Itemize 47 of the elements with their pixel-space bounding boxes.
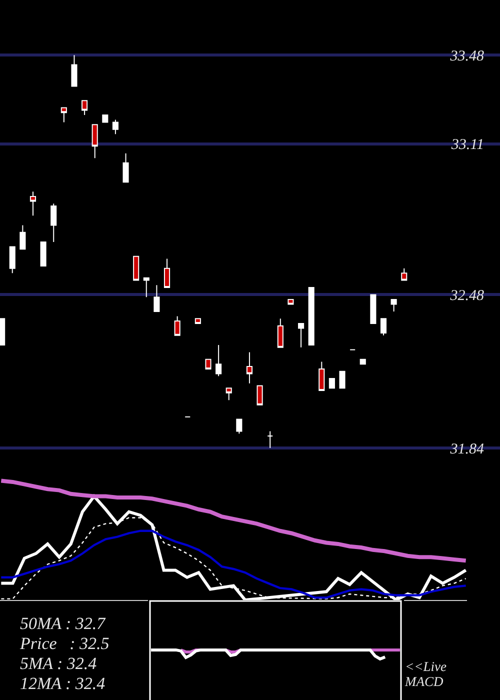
candlestick	[288, 298, 294, 305]
candlestick	[92, 124, 98, 159]
candlestick	[9, 246, 16, 274]
candlestick	[380, 318, 387, 336]
candlestick	[71, 54, 78, 87]
candlestick	[40, 241, 46, 266]
candlestick	[401, 268, 408, 281]
candlestick	[308, 287, 314, 346]
candlestick	[318, 361, 325, 392]
text: 5MA : 32.4	[20, 654, 97, 673]
candlestick	[164, 258, 170, 288]
candlestick	[133, 256, 140, 281]
candlestick	[205, 358, 212, 370]
candlestick	[0, 318, 6, 346]
text: 12MA : 32.4	[20, 674, 106, 693]
candlestick	[112, 119, 118, 135]
candlestick	[122, 152, 129, 183]
candlestick	[246, 352, 253, 384]
candlestick	[328, 378, 335, 389]
candlestick	[256, 385, 263, 406]
candlestick	[236, 418, 242, 434]
text: <<Live MACD	[405, 659, 447, 689]
candlestick	[216, 344, 222, 377]
candlestick	[143, 277, 150, 298]
candlestick	[360, 358, 366, 365]
text: Price : 32.5	[20, 634, 110, 653]
y-tick-label: 33.11	[450, 137, 484, 153]
candlestick	[226, 388, 232, 401]
candlestick	[20, 224, 26, 250]
candlestick	[30, 191, 36, 216]
candlestick	[60, 107, 67, 123]
candlestick	[298, 322, 304, 348]
candlestick	[174, 316, 180, 336]
y-tick-label: 33.48	[449, 48, 484, 64]
candlestick	[102, 114, 108, 123]
candlestick	[194, 318, 201, 324]
candlestick	[277, 318, 284, 348]
y-tick-label: 31.84	[449, 441, 484, 458]
candlestick	[82, 100, 88, 116]
candlestick	[370, 294, 376, 324]
candlestick	[154, 284, 160, 312]
candlestick	[267, 430, 274, 449]
y-tick-label: 32.48	[449, 288, 484, 304]
candlestick	[390, 298, 397, 312]
candlestick	[339, 370, 346, 389]
candlestick	[50, 203, 57, 242]
text: 50MA : 32.7	[20, 614, 106, 633]
